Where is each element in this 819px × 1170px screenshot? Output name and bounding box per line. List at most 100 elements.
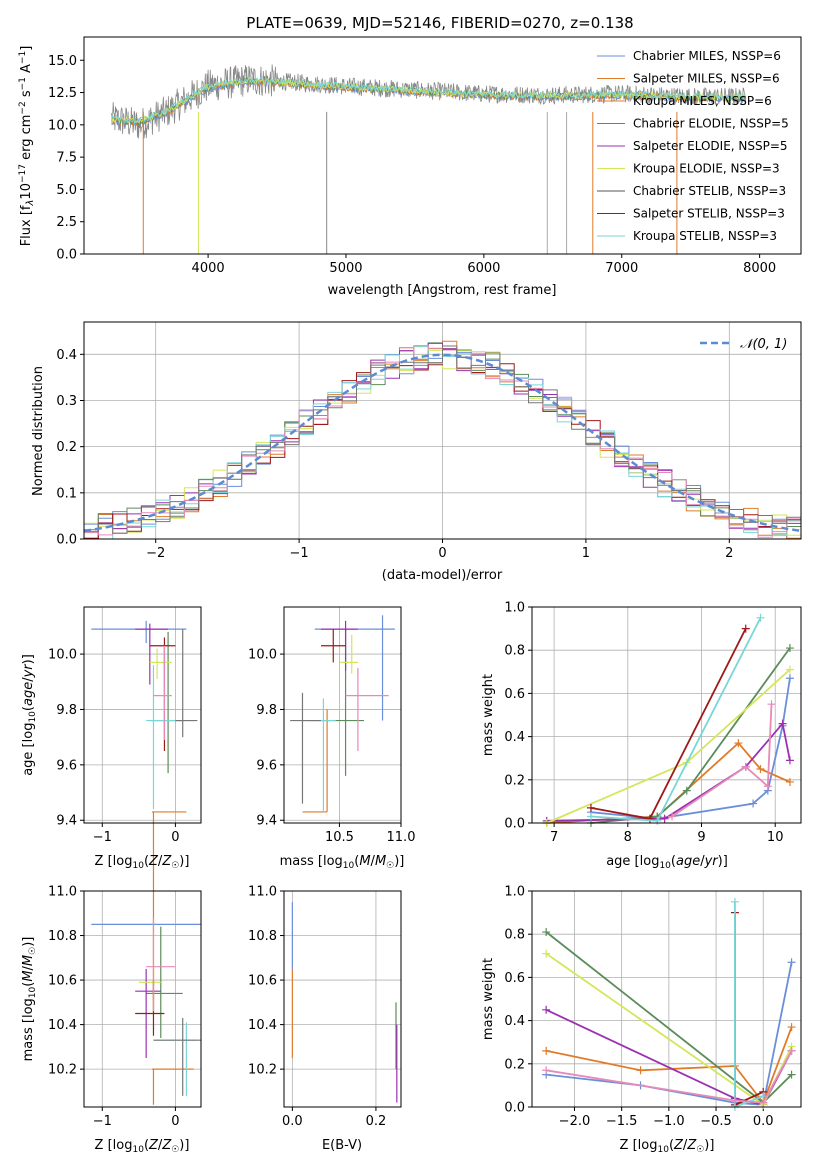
weight-marker [763,782,772,791]
model-spectrum-line [111,78,747,127]
weight-marker [730,897,739,906]
weight-marker [741,624,750,633]
z-mass-ylabel: mass [log10(M/M☉)] [21,937,38,1062]
spectrum-lines [111,64,747,254]
weight-marker [645,814,654,823]
residual-xlabel: (data-model)/error [382,568,503,583]
z-mass-xlabel: Z [log10(Z/Z☉)] [95,1138,190,1155]
y-tick-label: 0.6 [504,971,525,986]
legend-label: Kroupa STELIB, NSSP=3 [633,229,777,243]
x-tick-label: 0.0 [282,1114,303,1129]
spectrum-xlabel: wavelength [Angstrom, rest frame] [328,283,557,298]
y-tick-label: 10.8 [48,929,77,944]
z-weight-panel: −2.0 −1.5 −1.0 −0.5 0.0 0.0 0.2 0.4 0.6 0.8 1.0 Z … [481,885,802,1155]
weight-marker [660,814,669,823]
y-tick-label: 10.2 [248,1063,277,1078]
y-tick-label: 0.8 [504,644,525,659]
weight-marker [730,1096,739,1105]
residual-panel: −2 −1 0 1 2 0.0 0.1 0.2 0.3 0.4 (data-model)/erro… [31,321,802,583]
z-age-panel: −1 0 9.4 9.6 9.8 10.0 Z [log10(Z/Z☉)] age [lo… [21,606,202,1001]
x-tick-label: −1.5 [606,1114,638,1129]
weight-marker [787,958,796,967]
mass-age-frame [283,606,402,824]
weight-marker [778,719,787,728]
z-mass-frame [83,890,202,1108]
spectrum-frame [83,36,802,255]
legend-label: Chabrier STELIB, NSSP=3 [633,184,786,198]
weight-marker [542,1066,551,1075]
weight-marker [542,1005,551,1014]
x-tick-label: 0.2 [366,1114,387,1129]
ebv-mass-panel: 0.0 0.2 10.2 10.4 10.6 10.8 11.0 E(B-V) [248,885,402,1153]
y-tick-label: 10.4 [48,1018,77,1033]
weight-marker [756,613,765,622]
residual-frame [83,321,802,540]
mass-age-xlabel: mass [log10(M/M☉)] [280,854,405,871]
y-tick-label: 2.5 [56,215,77,230]
y-tick-label: 10.0 [248,648,277,663]
y-tick-label: 0.0 [504,817,525,832]
age-weight-panel: 7 8 9 10 0.0 0.2 0.4 0.6 0.8 1.0 age [log10(age/y… [481,601,802,871]
residual-histogram [84,345,801,539]
weight-marker [586,803,595,812]
weight-marker [668,812,677,821]
errorbar-point [146,917,176,1012]
x-tick-label: 7000 [605,261,638,276]
weight-marker [542,928,551,937]
x-tick-label: 8 [624,830,632,845]
y-tick-label: 1.0 [504,885,525,900]
errorbar-point [153,645,172,740]
x-tick-label: −2.0 [559,1114,591,1129]
errorbar-point [175,629,198,738]
weight-marker [785,644,794,653]
x-tick-label: −2 [146,546,165,561]
x-tick-label: 9 [697,830,705,845]
y-tick-label: 0.6 [504,687,525,702]
legend-label: Kroupa MILES, NSSP=6 [633,94,772,108]
gaussian-legend-label: 𝒩(0, 1) [740,337,787,352]
legend-label: Salpeter MILES, NSSP=6 [633,72,780,86]
y-tick-label: 0.4 [504,1014,525,1029]
weight-marker [785,674,794,683]
x-tick-label: 7 [550,830,558,845]
weight-line [671,704,773,818]
z-mass-panel: −1 010.210.410.610.811.0 Z [log10(Z/Z☉)] … [21,885,202,1155]
x-tick-label: −1.0 [653,1114,685,1129]
residual-legend: 𝒩(0, 1) [700,337,787,352]
x-tick-label: −1 [290,546,309,561]
weight-series [586,624,750,823]
weight-marker [542,949,551,958]
y-tick-label: 0.2 [504,1057,525,1072]
y-tick-label: 10.8 [248,929,277,944]
errorbar-point [345,667,389,751]
ebv-mass-frame [283,890,402,1108]
errorbar-point [339,634,358,674]
weight-marker [787,1023,796,1032]
x-tick-label: 0.0 [753,1114,774,1129]
y-tick-label: 9.8 [56,703,77,718]
x-tick-label: 11.0 [387,830,416,845]
legend-label: Kroupa ELODIE, NSSP=3 [633,162,780,176]
y-tick-label: 0.2 [504,773,525,788]
x-tick-label: 4000 [192,261,225,276]
y-tick-label: 0.0 [56,248,77,263]
weight-marker [785,777,794,786]
weight-marker [586,812,595,821]
spectrum-ylabel: Flux [fλ10−17 erg cm−2 s−1 A−1] [18,46,36,247]
x-tick-label: −1 [93,1114,112,1129]
z-weight-xlabel: Z [log10(Z/Z☉)] [620,1138,715,1155]
legend-label: Chabrier MILES, NSSP=6 [633,49,781,63]
model-spectrum-line [111,76,747,125]
weight-marker [787,1046,796,1055]
weight-marker [734,739,743,748]
y-tick-label: 10.2 [48,1063,77,1078]
mass-age-panel: 10.5 11.0 9.4 9.6 9.8 10.0 mass [log10(M/M☉)] [248,606,416,871]
age-weight-xlabel: age [log10(age/yr)] [606,854,728,871]
x-tick-label: −0.5 [700,1114,732,1129]
weight-line [546,1050,793,1104]
x-tick-label: 8000 [743,261,776,276]
y-tick-label: 0.3 [56,394,77,409]
y-tick-label: 0.0 [504,1101,525,1116]
x-tick-label: 1 [582,546,590,561]
